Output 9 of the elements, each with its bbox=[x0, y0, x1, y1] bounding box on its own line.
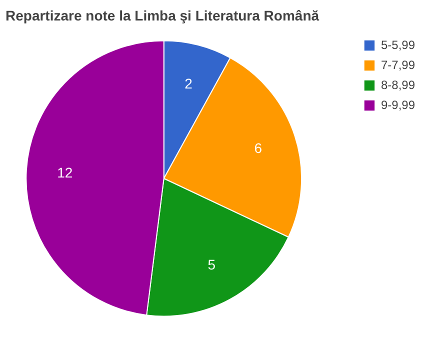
data-label: 2 bbox=[184, 75, 193, 92]
legend-label: 5-5,99 bbox=[380, 38, 415, 52]
data-label: 6 bbox=[254, 140, 262, 156]
data-label: 12 bbox=[57, 164, 73, 180]
legend-label: 8-8,99 bbox=[380, 78, 415, 92]
chart-title: Repartizare note la Limba şi Literatura Română bbox=[6, 8, 320, 24]
data-label: 5 bbox=[208, 256, 216, 273]
legend-label: 7-7,99 bbox=[380, 58, 415, 72]
legend-label: 9-9,99 bbox=[380, 98, 415, 112]
